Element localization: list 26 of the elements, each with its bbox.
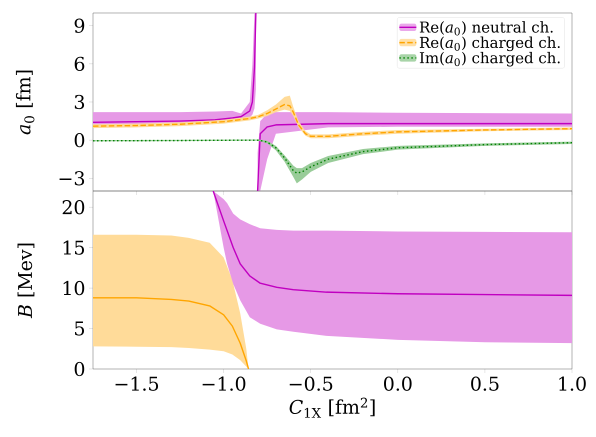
y-tick-label: 15: [64, 240, 84, 255]
y-axis-title: a$_{0}$ [fm]: [16, 70, 34, 134]
y-tick-label: 0: [74, 132, 84, 148]
legend-label: Im(a$_{0}$) charged ch.: [420, 52, 560, 66]
y-tick-label: 3: [74, 94, 84, 110]
line-series: [93, 139, 572, 174]
x-tick-label: 0.5: [471, 376, 498, 391]
x-tick-label: 1.0: [559, 376, 586, 391]
y-tick-label: 9: [74, 18, 84, 33]
y-tick-label: 20: [62, 200, 84, 214]
x-tick-label: 0.0: [384, 376, 412, 391]
x-tick-label: −1.5: [116, 376, 158, 391]
line-series: [93, 297, 250, 369]
y-axis-title: B [Mev]: [18, 244, 34, 318]
y-tick-label: 5: [75, 322, 84, 336]
legend-label: Re(a$_{0}$) neutral ch.: [420, 21, 553, 36]
y-tick-label: 6: [74, 56, 84, 72]
line-series: [212, 191, 572, 296]
line-series: [93, 104, 572, 138]
x-axis-title: C$_{1X}$ [fm$^{2}$]: [290, 398, 375, 418]
x-tick-label: −1.0: [202, 376, 246, 391]
y-tick-label: 10: [64, 280, 84, 296]
y-tick-label: −3: [60, 171, 84, 186]
x-tick-label: −0.5: [290, 376, 332, 391]
legend-label: Re(a$_{0}$) charged ch.: [420, 36, 560, 52]
y-tick-label: 0: [74, 362, 84, 376]
